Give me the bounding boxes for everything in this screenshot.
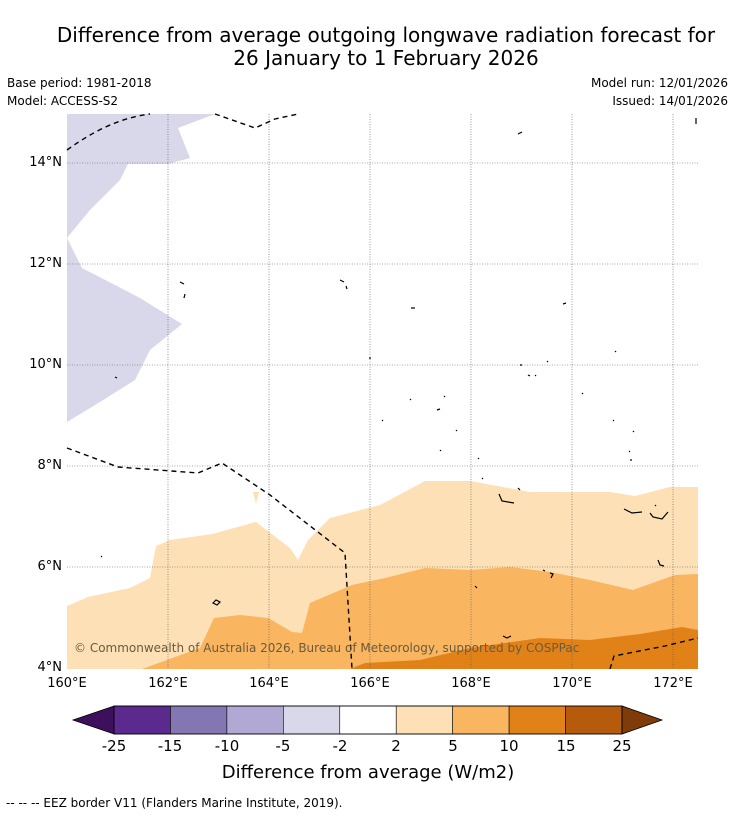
colorbar-box — [283, 705, 341, 735]
copyright-notice: © Commonwealth of Australia 2026, Bureau… — [74, 641, 580, 655]
eez-legend-note: -- -- -- EEZ border V11 (Flanders Marine… — [6, 796, 343, 810]
colorbar-tick: -25 — [101, 737, 127, 755]
eez-border-east — [609, 637, 699, 670]
colorbar-box — [170, 705, 228, 735]
colorbar-extend-left — [71, 705, 115, 735]
colorbar-box — [508, 705, 566, 735]
colorbar-tick: -15 — [157, 737, 183, 755]
lon-label-170e: 170°E — [552, 676, 592, 691]
colorbar-box — [226, 705, 284, 735]
island — [520, 360, 549, 377]
colorbar-tick: -10 — [214, 737, 240, 755]
lat-label-6n: 6°N — [37, 559, 63, 574]
colorbar-box — [395, 705, 453, 735]
lon-label-164e: 164°E — [249, 676, 289, 691]
eez-borders — [66, 113, 699, 670]
lat-label-8n: 8°N — [37, 458, 63, 473]
island — [562, 302, 567, 305]
colorbar-frame — [113, 705, 623, 735]
base-period: Base period: 1981-2018 — [7, 76, 152, 90]
colorbar-label: Difference from average (W/m2) — [221, 762, 515, 783]
colorbar-boxes — [113, 705, 623, 735]
island — [409, 395, 446, 411]
issued-date: Issued: 14/01/2026 — [612, 94, 728, 108]
anomaly-region-10-to-15 — [350, 627, 698, 669]
colorbar-tick: 10 — [499, 737, 519, 755]
lat-label-14n: 14°N — [29, 155, 62, 170]
colorbar-tick: 5 — [448, 737, 458, 755]
island — [179, 281, 186, 299]
island — [517, 131, 523, 135]
lon-label-172e: 172°E — [653, 676, 693, 691]
colorbar-tick: -5 — [275, 737, 291, 755]
anomaly-spot — [253, 492, 259, 504]
anomaly-region-negative-north — [67, 114, 215, 238]
island — [439, 449, 632, 461]
lat-label-10n: 10°N — [29, 357, 62, 372]
colorbar-box — [565, 705, 623, 735]
colorbar-box — [452, 705, 510, 735]
islands — [100, 118, 697, 639]
eez-border-central — [66, 447, 353, 670]
lon-label-162e: 162°E — [148, 676, 188, 691]
anomaly-region-negative-west — [67, 238, 182, 422]
island — [339, 279, 348, 290]
model-name: Model: ACCESS-S2 — [7, 94, 119, 108]
colorbar-box — [113, 705, 171, 735]
eez-border-north — [66, 113, 299, 151]
island — [657, 559, 665, 567]
lat-label-12n: 12°N — [29, 256, 62, 271]
colorbar — [71, 705, 664, 735]
lon-gridlines — [167, 114, 674, 669]
map-title-line-1: Difference from average outgoing longwav… — [56, 23, 716, 47]
map-title-line-2: 26 January to 1 February 2026 — [233, 46, 539, 70]
island — [649, 511, 669, 520]
model-run: Model run: 12/01/2026 — [590, 76, 728, 90]
island — [381, 419, 635, 433]
metadata-left: Base period: 1981-2018 Model: ACCESS-S2 — [7, 74, 152, 110]
colorbar-tick: 2 — [391, 737, 401, 755]
colorbar-box — [339, 705, 397, 735]
island — [614, 350, 617, 353]
island — [623, 508, 643, 514]
island — [498, 487, 521, 504]
colorbar-tick: 25 — [612, 737, 632, 755]
colorbar-extend-right — [621, 705, 664, 735]
island — [100, 555, 103, 558]
colorbar-tick: 15 — [556, 737, 576, 755]
island — [477, 457, 484, 480]
lat-label-4n: 4°N — [37, 660, 63, 675]
lon-label-168e: 168°E — [451, 676, 491, 691]
island — [542, 569, 554, 579]
island — [654, 504, 657, 507]
lon-label-160e: 160°E — [47, 676, 87, 691]
island — [474, 585, 478, 589]
lon-label-166e: 166°E — [350, 676, 390, 691]
metadata-right: Model run: 12/01/2026 Issued: 14/01/2026 — [591, 74, 728, 110]
island — [114, 376, 118, 379]
lat-gridlines — [67, 162, 698, 568]
colorbar-tick: -2 — [332, 737, 348, 755]
island — [502, 635, 512, 639]
island — [581, 392, 615, 422]
island — [211, 599, 222, 606]
